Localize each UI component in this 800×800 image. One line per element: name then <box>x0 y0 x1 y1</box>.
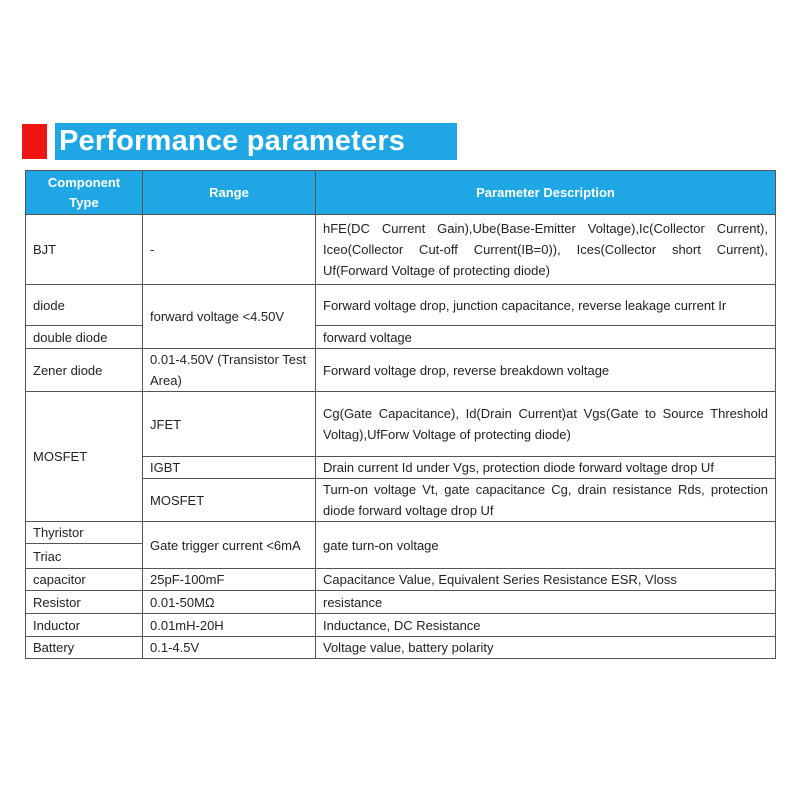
cell-desc: gate turn-on voltage <box>315 521 776 569</box>
cell-desc: Turn-on voltage Vt, gate capacitance Cg,… <box>315 478 776 522</box>
table-row: BJT - hFE(DC Current Gain),Ube(Base-Emit… <box>25 214 776 285</box>
cell-range: Gate trigger current <6mA <box>142 521 316 569</box>
cell-desc: forward voltage <box>315 325 776 349</box>
cell-desc: Voltage value, battery polarity <box>315 636 776 659</box>
cell-type: Zener diode <box>25 348 143 392</box>
table-row: capacitor 25pF-100mF Capacitance Value, … <box>25 568 776 591</box>
cell-range: 0.01-50MΩ <box>142 590 316 614</box>
red-accent-block <box>22 124 47 159</box>
cell-range: 25pF-100mF <box>142 568 316 591</box>
cell-type: Inductor <box>25 613 143 637</box>
header-description: Parameter Description <box>315 170 776 215</box>
table-row: MOSFET JFET Cg(Gate Capacitance), Id(Dra… <box>25 391 776 522</box>
table-row: Triac <box>25 543 776 569</box>
cell-type: capacitor <box>25 568 143 591</box>
cell-desc: Forward voltage drop, junction capacitan… <box>315 284 776 326</box>
cell-type: Battery <box>25 636 143 659</box>
header-component-type: Component Type <box>25 170 143 215</box>
table-row: Inductor 0.01mH-20H Inductance, DC Resis… <box>25 613 776 637</box>
cell-range: JFET <box>142 391 316 457</box>
table-row: MOSFET Turn-on voltage Vt, gate capacita… <box>26 478 776 522</box>
cell-range: forward voltage <4.50V <box>142 284 316 349</box>
table-row: Thyristor Gate trigger current <6mA gate… <box>25 521 776 569</box>
cell-type: Resistor <box>25 590 143 614</box>
cell-desc: hFE(DC Current Gain),Ube(Base-Emitter Vo… <box>315 214 776 285</box>
table-header-row: Component Type Range Parameter Descripti… <box>25 170 776 215</box>
table-row: Battery 0.1-4.5V Voltage value, battery … <box>25 636 776 659</box>
cell-range: 0.01-4.50V (Transistor Test Area) <box>142 348 316 392</box>
table-row: double diode forward voltage <box>25 325 776 349</box>
page-title: Performance parameters <box>55 123 457 160</box>
cell-type: diode <box>25 284 143 326</box>
table-row: Zener diode 0.01-4.50V (Transistor Test … <box>25 348 776 392</box>
cell-range: - <box>142 214 316 285</box>
cell-desc: Drain current Id under Vgs, protection d… <box>315 456 776 479</box>
header-range: Range <box>142 170 316 215</box>
cell-type: BJT <box>25 214 143 285</box>
cell-desc: Cg(Gate Capacitance), Id(Drain Current)a… <box>315 391 776 457</box>
performance-table: Component Type Range Parameter Descripti… <box>25 170 776 659</box>
cell-desc: Capacitance Value, Equivalent Series Res… <box>315 568 776 591</box>
cell-type: double diode <box>25 325 143 349</box>
cell-desc: Inductance, DC Resistance <box>315 613 776 637</box>
cell-type: Triac <box>25 543 143 569</box>
cell-range: 0.1-4.5V <box>142 636 316 659</box>
cell-range: IGBT <box>142 456 316 479</box>
cell-range: MOSFET <box>142 478 316 522</box>
table-row: diode forward voltage <4.50V Forward vol… <box>25 284 776 349</box>
cell-desc: resistance <box>315 590 776 614</box>
cell-type: MOSFET <box>25 391 143 522</box>
table-row: Resistor 0.01-50MΩ resistance <box>25 590 776 614</box>
cell-type: Thyristor <box>25 521 143 544</box>
cell-range: 0.01mH-20H <box>142 613 316 637</box>
cell-desc: Forward voltage drop, reverse breakdown … <box>315 348 776 392</box>
